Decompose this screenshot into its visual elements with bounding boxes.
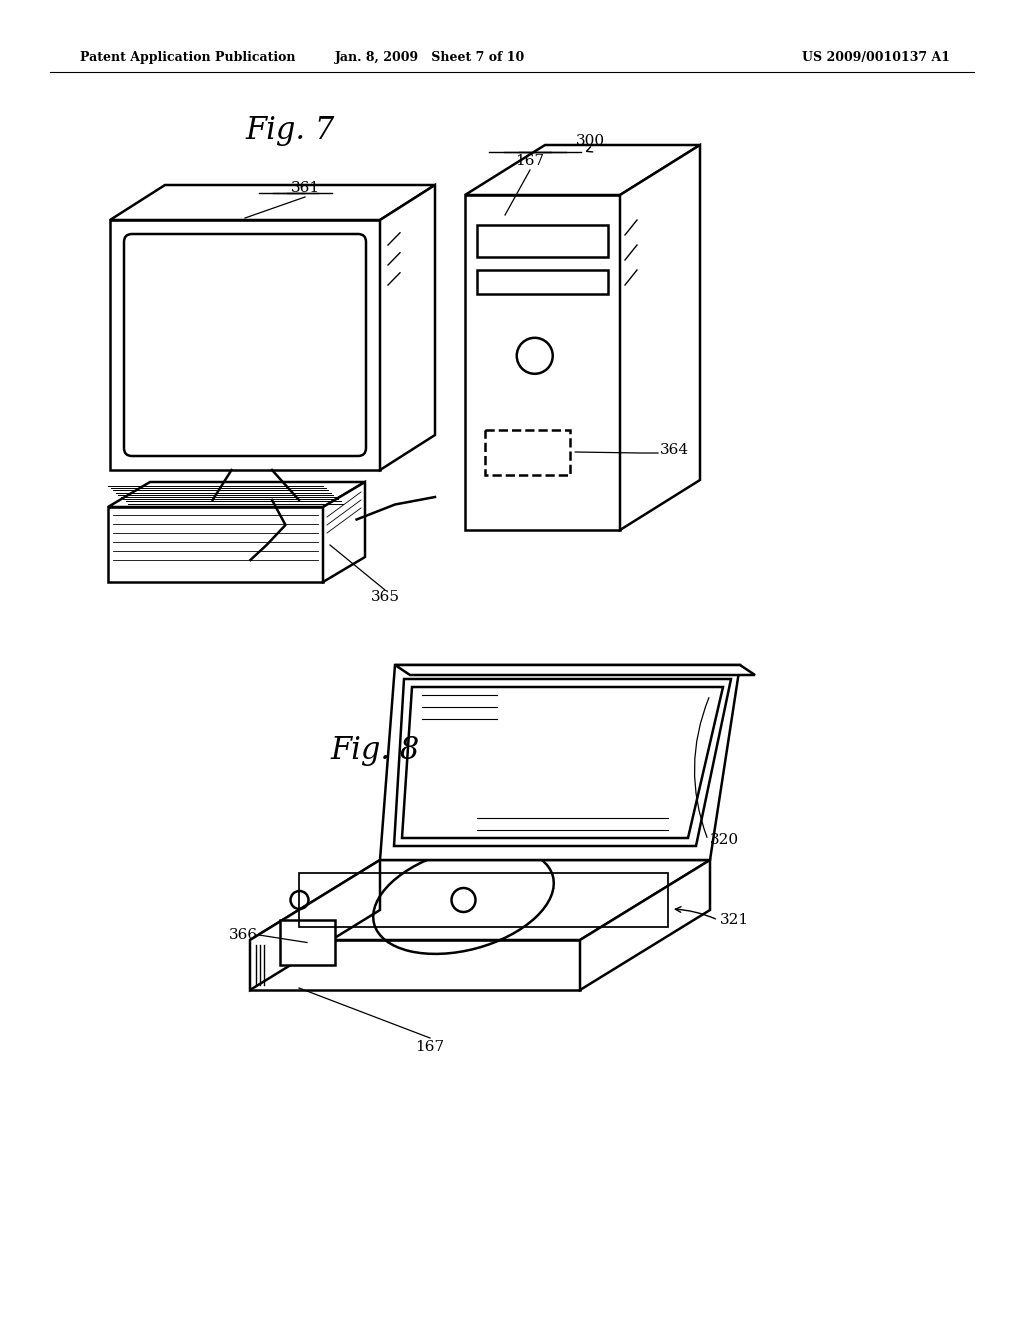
Polygon shape [110,185,435,220]
Text: 321: 321 [720,913,750,927]
Polygon shape [250,861,710,940]
Polygon shape [108,507,323,582]
Text: 167: 167 [416,1040,444,1053]
Polygon shape [108,482,365,507]
Text: Jan. 8, 2009   Sheet 7 of 10: Jan. 8, 2009 Sheet 7 of 10 [335,51,525,65]
Polygon shape [250,861,380,990]
Text: 300: 300 [575,135,604,148]
Polygon shape [395,665,755,675]
Polygon shape [465,145,700,195]
Polygon shape [110,220,380,470]
Polygon shape [402,686,723,838]
Text: Fig. 8: Fig. 8 [330,735,419,766]
Polygon shape [394,678,731,846]
Polygon shape [323,482,365,582]
Polygon shape [477,224,608,257]
Polygon shape [250,940,580,990]
Polygon shape [580,861,710,990]
Text: 167: 167 [515,154,545,168]
FancyBboxPatch shape [124,234,366,455]
Text: 366: 366 [229,928,258,942]
Polygon shape [380,665,740,861]
Polygon shape [380,185,435,470]
Polygon shape [280,920,335,965]
Polygon shape [465,195,620,531]
Text: Patent Application Publication: Patent Application Publication [80,51,296,65]
Text: 364: 364 [660,444,689,457]
Text: 361: 361 [291,181,319,195]
Polygon shape [477,271,608,294]
Text: Fig. 7: Fig. 7 [245,115,334,147]
Text: 320: 320 [710,833,739,847]
Text: 365: 365 [371,590,399,605]
Polygon shape [620,145,700,531]
Text: US 2009/0010137 A1: US 2009/0010137 A1 [802,51,950,65]
